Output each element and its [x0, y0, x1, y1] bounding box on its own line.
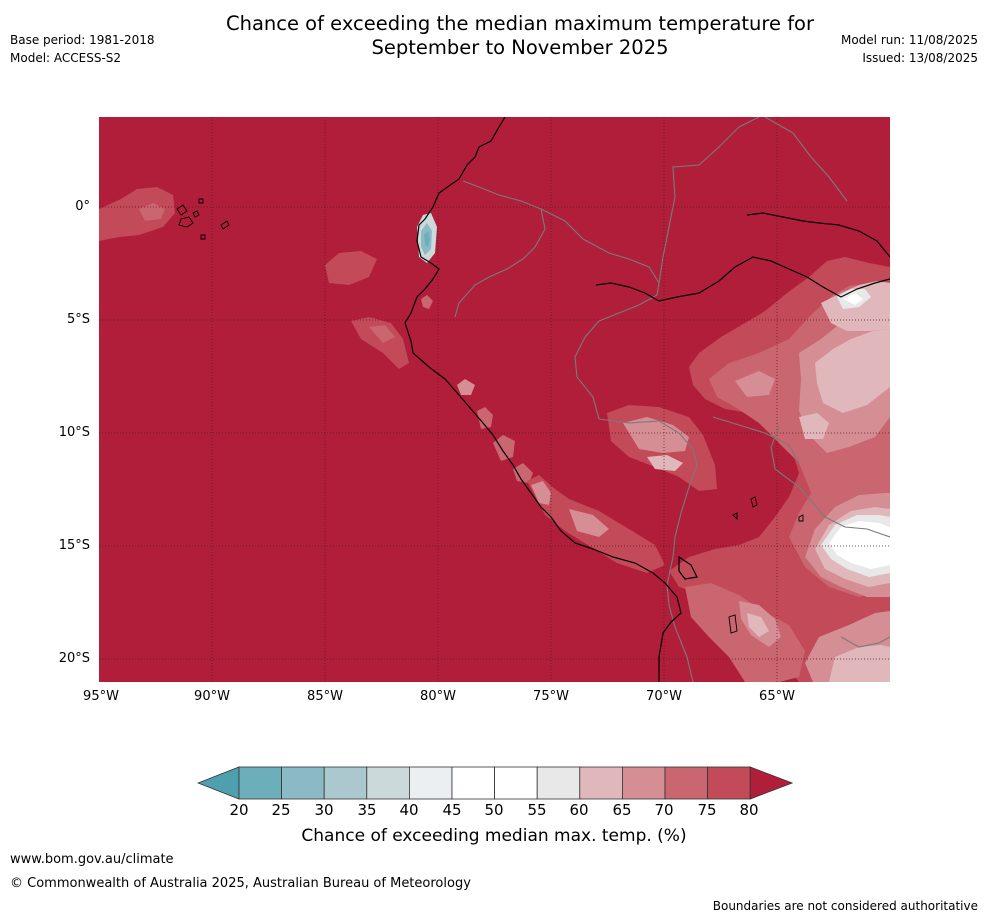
colorbar-cell [536, 766, 581, 800]
colorbar-cell [323, 766, 368, 800]
colorbar-cell [281, 766, 325, 800]
cbar-tick-30: 30 [314, 801, 334, 819]
colorbar [196, 766, 794, 806]
cbar-tick-50: 50 [484, 801, 504, 819]
cbar-tick-80: 80 [739, 801, 759, 819]
coastlines [404, 117, 890, 682]
lon-label-80w: 80°W [420, 689, 456, 704]
footer-url: www.bom.gov.au/climate [10, 852, 174, 867]
lon-label-70w: 70°W [646, 689, 682, 704]
islands [176, 198, 804, 634]
title-line-2: September to November 2025 [371, 36, 669, 59]
lon-label-90w: 90°W [194, 689, 230, 704]
lon-label-95w: 95°W [83, 689, 119, 704]
cbar-tick-45: 45 [442, 801, 462, 819]
colorbar-cell [664, 766, 708, 800]
model-run: Model run: 11/08/2025 [840, 33, 978, 47]
cbar-tick-55: 55 [527, 801, 547, 819]
issued-date: Issued: 13/08/2025 [862, 51, 978, 65]
colorbar-label: Chance of exceeding median max. temp. (%… [301, 826, 687, 846]
metadata-right: Model run: 11/08/2025 Issued: 13/08/2025 [841, 31, 978, 67]
map-title: Chance of exceeding the median maximum t… [190, 12, 850, 60]
lat-label-5s: 5°S [66, 312, 90, 327]
colorbar-cell [579, 766, 623, 800]
colorbar-cell [408, 766, 453, 800]
footer-copyright: © Commonwealth of Australia 2025, Austra… [10, 876, 471, 891]
colorbar-svg [196, 766, 794, 800]
graticule [99, 117, 890, 682]
probability-contours [99, 187, 890, 682]
lat-label-0: 0° [75, 199, 90, 214]
cbar-tick-25: 25 [271, 801, 291, 819]
model-name: Model: ACCESS-S2 [10, 51, 122, 65]
lat-label-15s: 15°S [58, 538, 90, 553]
lat-label-20s: 20°S [58, 651, 90, 666]
cbar-tick-35: 35 [357, 801, 377, 819]
colorbar-cell [366, 766, 410, 800]
colorbar-cell [451, 766, 495, 800]
map-canvas [99, 117, 890, 682]
title-line-1: Chance of exceeding the median maximum t… [225, 12, 815, 35]
base-period: Base period: 1981-2018 [10, 33, 155, 47]
lon-label-85w: 85°W [307, 689, 343, 704]
cbar-tick-75: 75 [697, 801, 717, 819]
lon-label-65w: 65°W [759, 689, 795, 704]
colorbar-cell [494, 766, 538, 800]
colorbar-extend-low [196, 766, 240, 800]
cbar-tick-70: 70 [654, 801, 674, 819]
colorbar-extend-high [749, 766, 794, 800]
cbar-tick-60: 60 [569, 801, 589, 819]
colorbar-cell [621, 766, 666, 800]
cbar-tick-65: 65 [612, 801, 632, 819]
colorbar-cell [238, 766, 282, 800]
colorbar-ticks: 20 25 30 35 40 45 50 55 60 65 70 75 80 [0, 801, 988, 821]
country-borders [454, 117, 890, 682]
forecast-map [99, 117, 890, 682]
lon-label-75w: 75°W [533, 689, 569, 704]
footer-disclaimer: Boundaries are not considered authoritat… [712, 899, 978, 913]
cbar-tick-20: 20 [229, 801, 249, 819]
cbar-tick-40: 40 [399, 801, 419, 819]
lat-label-10s: 10°S [58, 425, 90, 440]
metadata-left: Base period: 1981-2018 Model: ACCESS-S2 [10, 31, 155, 67]
colorbar-cell [707, 766, 751, 800]
